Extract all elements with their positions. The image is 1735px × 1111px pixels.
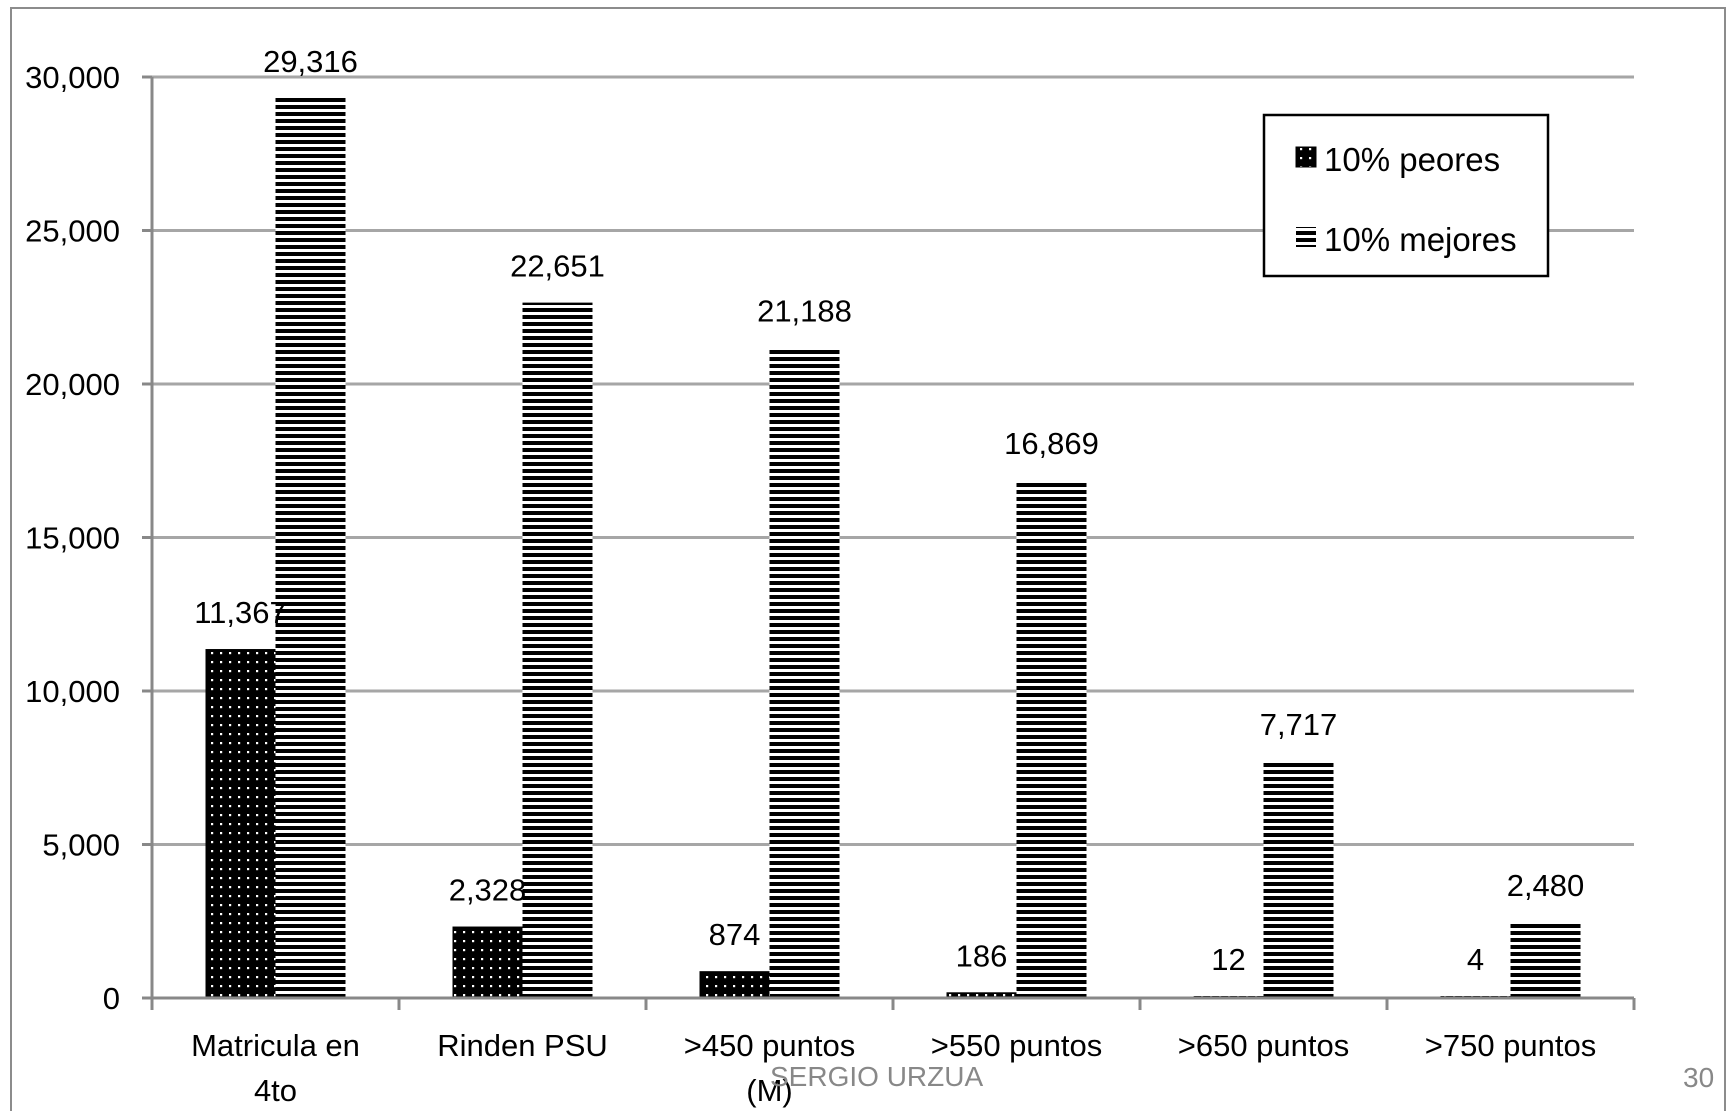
y-tick-label: 15,000 bbox=[25, 521, 120, 556]
data-label: 2,480 bbox=[1507, 868, 1585, 903]
x-category-label: (M) bbox=[746, 1073, 792, 1108]
x-axis-labels: Matricula en 4to Rinden PSU >450 puntos (M) >… bbox=[191, 1028, 1596, 1108]
value-labels: 11,367 29,316 2,328 22,651 874 21,188 186 16,86… bbox=[194, 44, 1584, 977]
data-label: 22,651 bbox=[510, 249, 605, 284]
x-category-label: >750 puntos bbox=[1425, 1028, 1597, 1063]
data-label: 16,869 bbox=[1004, 426, 1099, 461]
bar-mejores bbox=[275, 97, 346, 999]
footer-author: SERGIO URZUA bbox=[770, 1061, 984, 1092]
legend-label-mejores: 10% mejores bbox=[1324, 221, 1517, 258]
bar-mejores bbox=[522, 302, 593, 999]
bar-peores bbox=[699, 971, 770, 998]
legend-swatch-mejores bbox=[1296, 227, 1316, 247]
bars bbox=[205, 97, 1581, 999]
data-label: 874 bbox=[709, 917, 761, 952]
x-category-label: Rinden PSU bbox=[437, 1028, 608, 1063]
y-tick-label: 30,000 bbox=[25, 60, 120, 95]
bar-mejores bbox=[1263, 761, 1334, 998]
y-tick-label: 10,000 bbox=[25, 674, 120, 709]
data-label: 29,316 bbox=[263, 44, 358, 79]
bar-peores bbox=[946, 992, 1017, 998]
axes bbox=[150, 77, 1636, 1010]
legend-box bbox=[1262, 113, 1550, 278]
data-label: 11,367 bbox=[194, 595, 287, 630]
legend: 10% peores 10% mejores bbox=[1262, 113, 1550, 278]
x-category-label: Matricula en bbox=[191, 1028, 360, 1063]
bar-peores bbox=[452, 926, 523, 998]
data-label: 21,188 bbox=[757, 294, 852, 329]
bar-mejores bbox=[1510, 921, 1581, 998]
data-label: 12 bbox=[1211, 942, 1245, 977]
x-category-label: >450 puntos bbox=[684, 1028, 856, 1063]
x-category-label: 4to bbox=[254, 1073, 297, 1108]
chart-frame bbox=[10, 7, 1726, 1111]
bar-peores bbox=[205, 649, 276, 998]
y-tick-label: 25,000 bbox=[25, 214, 120, 249]
y-tick-label: 5,000 bbox=[42, 828, 120, 863]
x-category-label: >550 puntos bbox=[931, 1028, 1103, 1063]
legend-swatch-peores bbox=[1295, 146, 1317, 168]
y-tick-label: 0 bbox=[103, 981, 120, 1016]
bar-mejores bbox=[769, 347, 840, 998]
data-label: 186 bbox=[956, 938, 1008, 973]
legend-label-peores: 10% peores bbox=[1324, 141, 1500, 178]
y-axis-ticks: 0 5,000 10,000 15,000 20,000 25,000 30,000 bbox=[25, 60, 152, 1016]
data-label: 4 bbox=[1467, 942, 1484, 977]
y-tick-label: 20,000 bbox=[25, 367, 120, 402]
data-label: 2,328 bbox=[449, 873, 527, 908]
bar-mejores bbox=[1016, 480, 1087, 998]
data-label: 7,717 bbox=[1260, 707, 1338, 742]
page-number: 30 bbox=[1683, 1062, 1715, 1093]
x-category-label: >650 puntos bbox=[1178, 1028, 1350, 1063]
gridlines bbox=[152, 75, 1634, 846]
